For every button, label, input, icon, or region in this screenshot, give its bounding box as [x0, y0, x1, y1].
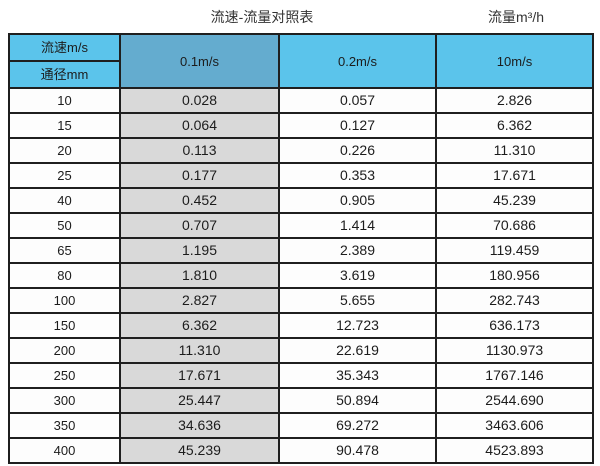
value-cell: 3463.606 [435, 412, 594, 439]
value-cell: 45.239 [435, 187, 594, 214]
value-cell: 70.686 [435, 212, 594, 239]
diameter-cell: 300 [8, 387, 121, 414]
table-row: 250 17.671 35.343 1767.146 [8, 362, 594, 389]
value-cell: 282.743 [435, 287, 594, 314]
table-row: 80 1.810 3.619 180.956 [8, 262, 594, 289]
value-cell: 2.827 [119, 287, 280, 314]
diameter-cell: 25 [8, 162, 121, 189]
table-row: 25 0.177 0.353 17.671 [8, 162, 594, 189]
value-cell: 90.478 [278, 437, 437, 464]
value-cell: 0.707 [119, 212, 280, 239]
table-row: 150 6.362 12.723 636.173 [8, 312, 594, 339]
value-cell: 0.452 [119, 187, 280, 214]
value-cell: 50.894 [278, 387, 437, 414]
value-cell: 2.826 [435, 87, 594, 114]
value-cell: 69.272 [278, 412, 437, 439]
table-row: 50 0.707 1.414 70.686 [8, 212, 594, 239]
table-row: 40 0.452 0.905 45.239 [8, 187, 594, 214]
diameter-cell: 20 [8, 137, 121, 164]
value-cell: 6.362 [435, 112, 594, 139]
value-cell: 11.310 [435, 137, 594, 164]
value-cell: 0.127 [278, 112, 437, 139]
flow-unit-label: 流量m³/h [488, 9, 544, 25]
table-row: 10 0.028 0.057 2.826 [8, 87, 594, 114]
value-cell: 1130.973 [435, 337, 594, 364]
value-cell: 5.655 [278, 287, 437, 314]
value-cell: 3.619 [278, 262, 437, 289]
table-row: 20 0.113 0.226 11.310 [8, 137, 594, 164]
diameter-cell: 10 [8, 87, 121, 114]
titlebar: 流速-流量对照表 流量m³/h [0, 0, 600, 33]
diameter-cell: 100 [8, 287, 121, 314]
table-row: 100 2.827 5.655 282.743 [8, 287, 594, 314]
value-cell: 0.028 [119, 87, 280, 114]
column-header-0-1ms: 0.1m/s [119, 33, 280, 89]
value-cell: 180.956 [435, 262, 594, 289]
table-header: 流速m/s 0.1m/s 0.2m/s 10m/s 通径mm [8, 33, 594, 89]
column-header-10ms: 10m/s [435, 33, 594, 89]
value-cell: 25.447 [119, 387, 280, 414]
value-cell: 22.619 [278, 337, 437, 364]
value-cell: 35.343 [278, 362, 437, 389]
value-cell: 1.414 [278, 212, 437, 239]
diameter-cell: 350 [8, 412, 121, 439]
table-body: 10 0.028 0.057 2.826 15 0.064 0.127 6.36… [8, 87, 594, 464]
value-cell: 4523.893 [435, 437, 594, 464]
corner-diameter-label: 通径mm [8, 60, 121, 89]
table-row: 65 1.195 2.389 119.459 [8, 237, 594, 264]
column-header-0-2ms: 0.2m/s [278, 33, 437, 89]
value-cell: 34.636 [119, 412, 280, 439]
diameter-cell: 50 [8, 212, 121, 239]
value-cell: 12.723 [278, 312, 437, 339]
diameter-cell: 15 [8, 112, 121, 139]
table-row: 200 11.310 22.619 1130.973 [8, 337, 594, 364]
value-cell: 119.459 [435, 237, 594, 264]
value-cell: 1.810 [119, 262, 280, 289]
value-cell: 0.057 [278, 87, 437, 114]
table-row: 15 0.064 0.127 6.362 [8, 112, 594, 139]
corner-velocity-label: 流速m/s [8, 33, 121, 62]
value-cell: 0.064 [119, 112, 280, 139]
value-cell: 2.389 [278, 237, 437, 264]
diameter-cell: 65 [8, 237, 121, 264]
diameter-cell: 150 [8, 312, 121, 339]
table-row: 350 34.636 69.272 3463.606 [8, 412, 594, 439]
value-cell: 0.905 [278, 187, 437, 214]
value-cell: 11.310 [119, 337, 280, 364]
table-row: 300 25.447 50.894 2544.690 [8, 387, 594, 414]
value-cell: 17.671 [435, 162, 594, 189]
value-cell: 0.177 [119, 162, 280, 189]
diameter-cell: 40 [8, 187, 121, 214]
value-cell: 17.671 [119, 362, 280, 389]
value-cell: 45.239 [119, 437, 280, 464]
value-cell: 2544.690 [435, 387, 594, 414]
diameter-cell: 400 [8, 437, 121, 464]
value-cell: 636.173 [435, 312, 594, 339]
value-cell: 0.226 [278, 137, 437, 164]
flow-rate-table: 流速m/s 0.1m/s 0.2m/s 10m/s 通径mm 10 0.028 … [8, 33, 594, 464]
diameter-cell: 200 [8, 337, 121, 364]
value-cell: 1.195 [119, 237, 280, 264]
diameter-cell: 250 [8, 362, 121, 389]
value-cell: 0.353 [278, 162, 437, 189]
table-row: 400 45.239 90.478 4523.893 [8, 437, 594, 464]
table-title: 流速-流量对照表 [210, 9, 314, 25]
value-cell: 0.113 [119, 137, 280, 164]
value-cell: 6.362 [119, 312, 280, 339]
value-cell: 1767.146 [435, 362, 594, 389]
diameter-cell: 80 [8, 262, 121, 289]
